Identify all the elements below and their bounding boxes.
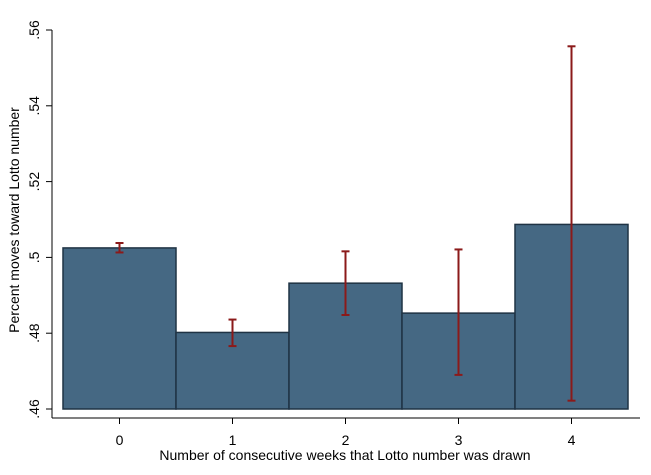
x-tick-label-2: 2 [342, 432, 350, 448]
x-tick-label-1: 1 [229, 432, 237, 448]
y-tick-label-5: .56 [26, 20, 42, 40]
x-tick-label-0: 0 [116, 432, 124, 448]
error-bar-4 [567, 45, 576, 402]
bar-0 [62, 247, 177, 410]
x-tick-label-3: 3 [455, 432, 463, 448]
y-tick-label-4: .54 [26, 96, 42, 116]
x-tick-label-4: 4 [568, 432, 576, 448]
y-ticks: .46 .48 .5 .52 .54 .56 [26, 20, 52, 419]
y-tick-label-0: .46 [26, 399, 42, 419]
y-tick-label-2: .5 [26, 251, 42, 263]
x-axis-title: Number of consecutive weeks that Lotto n… [159, 447, 530, 463]
y-tick-label-3: .52 [26, 172, 42, 192]
error-bar-0 [115, 241, 124, 254]
error-bar-1 [228, 318, 237, 348]
y-axis-title: Percent moves toward Lotto number [6, 107, 22, 333]
x-ticks: 0 1 2 3 4 [116, 418, 576, 448]
error-bar-2 [341, 250, 350, 317]
y-tick-label-1: .48 [26, 323, 42, 343]
error-bar-3 [454, 248, 463, 376]
error-bars-layer [115, 45, 576, 402]
